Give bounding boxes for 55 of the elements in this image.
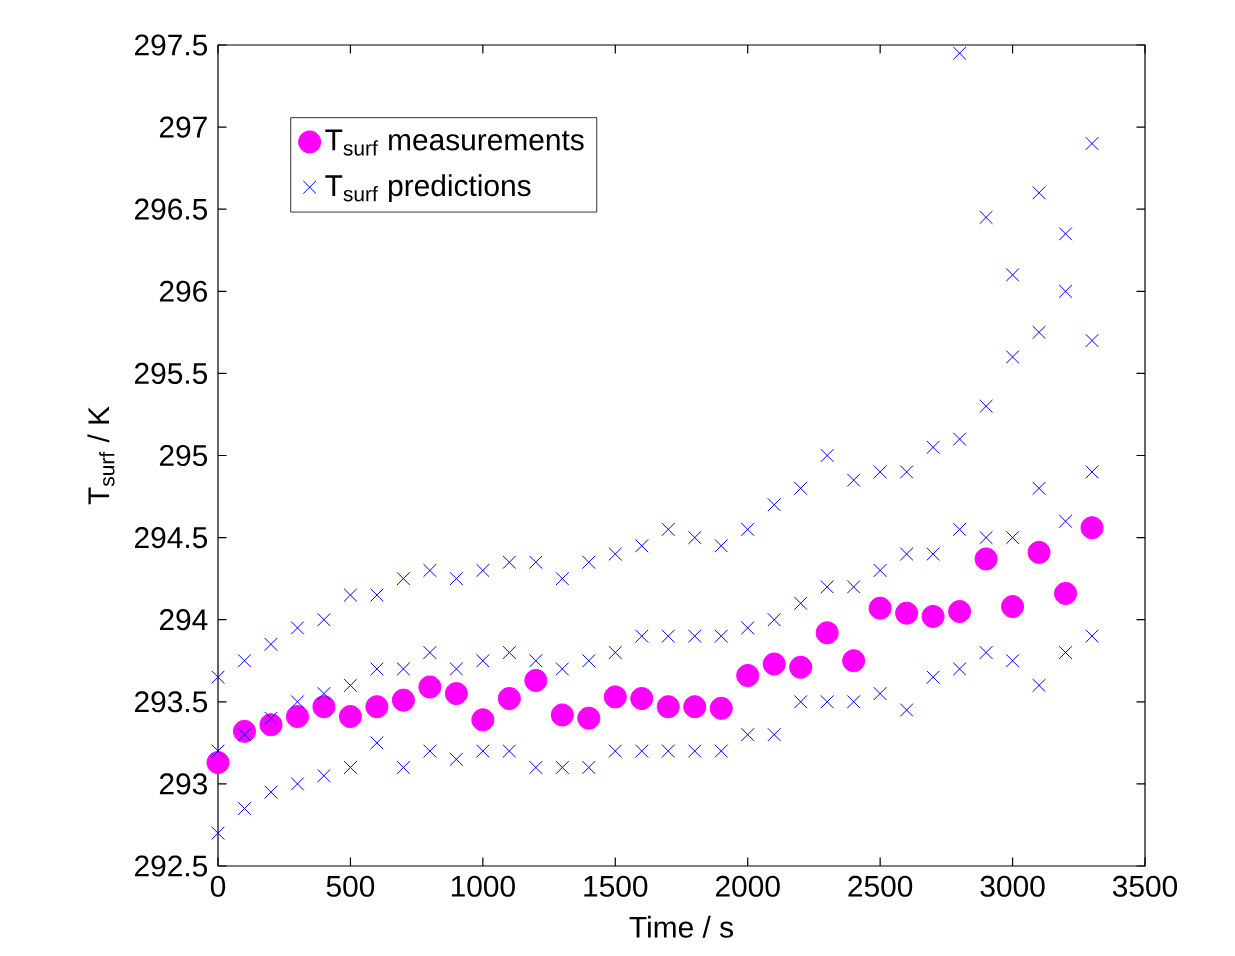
point <box>868 596 892 620</box>
point <box>974 547 998 571</box>
y-tick-label: 293 <box>159 773 207 795</box>
y-tick-label: 294.5 <box>135 527 208 549</box>
point <box>895 601 919 625</box>
point <box>948 599 972 623</box>
y-tick-label: 292.5 <box>135 855 208 877</box>
point <box>921 604 945 628</box>
point <box>842 649 866 673</box>
y-tick-label: 296 <box>159 280 207 302</box>
x-tick-label: 500 <box>326 875 375 897</box>
point <box>338 705 362 729</box>
point <box>1027 540 1051 564</box>
y-tick-label: 293.5 <box>135 691 208 713</box>
point <box>285 705 309 729</box>
y-tick-label: 295 <box>159 444 208 467</box>
y-tick-label: 297 <box>159 116 207 138</box>
point <box>206 751 230 775</box>
legend-label: T$_{surf}$ measurements <box>325 129 584 156</box>
point <box>418 675 442 699</box>
point <box>815 621 839 645</box>
point <box>312 695 336 719</box>
point <box>736 664 760 688</box>
point <box>1001 595 1025 619</box>
point <box>550 703 574 727</box>
point <box>1080 516 1104 540</box>
point <box>471 708 495 732</box>
x-tick-label: 3000 <box>980 875 1045 897</box>
x-tick-label: 3500 <box>1112 875 1178 897</box>
point <box>683 695 707 719</box>
point <box>762 652 786 676</box>
x-axis-title: Time / s <box>629 915 733 938</box>
point <box>656 695 680 719</box>
x-tick-label: 1000 <box>451 875 515 897</box>
point <box>444 682 468 706</box>
x-tick-label: 1500 <box>584 875 648 897</box>
point <box>709 696 733 720</box>
y-tick-label: 295.5 <box>135 362 208 384</box>
legend-label: T$_{surf}$ predictions <box>325 174 531 203</box>
x-tick-label: 0 <box>210 875 226 897</box>
y-tick-label: 296.5 <box>135 198 208 220</box>
point <box>497 687 521 711</box>
x-tick-label: 2000 <box>715 875 780 897</box>
y-axis-title: T$_{surf}$ / K <box>87 406 115 505</box>
y-tick-label: 294 <box>159 609 208 631</box>
point <box>577 706 601 730</box>
point <box>365 695 389 719</box>
point <box>524 668 548 692</box>
point <box>603 685 627 709</box>
x-tick-label: 2500 <box>848 875 913 897</box>
y-tick-label: 297.5 <box>135 34 208 56</box>
point <box>789 655 813 679</box>
point <box>1054 581 1078 605</box>
point <box>391 688 415 712</box>
point <box>630 687 654 711</box>
